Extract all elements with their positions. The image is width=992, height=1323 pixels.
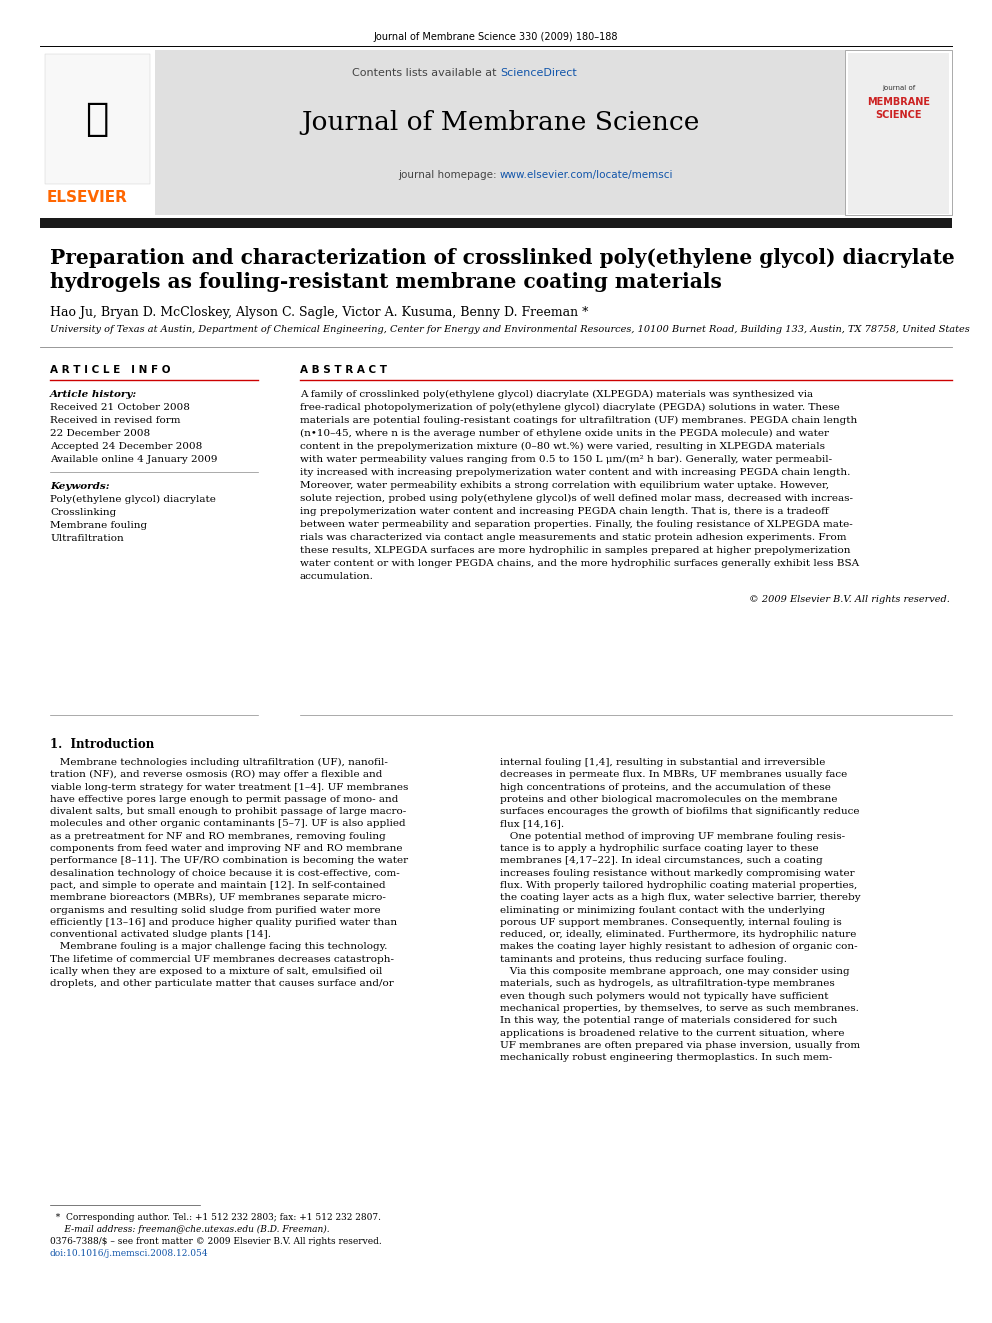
Text: Received 21 October 2008: Received 21 October 2008 xyxy=(50,404,189,411)
Text: UF membranes are often prepared via phase inversion, usually from: UF membranes are often prepared via phas… xyxy=(500,1041,860,1050)
Text: organisms and resulting solid sludge from purified water more: organisms and resulting solid sludge fro… xyxy=(50,906,381,914)
Text: Membrane fouling: Membrane fouling xyxy=(50,521,147,531)
Text: droplets, and other particulate matter that causes surface and/or: droplets, and other particulate matter t… xyxy=(50,979,394,988)
Text: Preparation and characterization of crosslinked poly(ethylene glycol) diacrylate: Preparation and characterization of cros… xyxy=(50,247,954,269)
Text: increases fouling resistance without markedly compromising water: increases fouling resistance without mar… xyxy=(500,869,855,877)
Bar xyxy=(848,53,949,214)
Text: One potential method of improving UF membrane fouling resis-: One potential method of improving UF mem… xyxy=(500,832,845,841)
Text: mechanically robust engineering thermoplastics. In such mem-: mechanically robust engineering thermopl… xyxy=(500,1053,832,1062)
Bar xyxy=(40,50,155,216)
Text: *  Corresponding author. Tel.: +1 512 232 2803; fax: +1 512 232 2807.: * Corresponding author. Tel.: +1 512 232… xyxy=(50,1213,381,1222)
Text: 0376-7388/$ – see front matter © 2009 Elsevier B.V. All rights reserved.: 0376-7388/$ – see front matter © 2009 El… xyxy=(50,1237,382,1246)
Text: taminants and proteins, thus reducing surface fouling.: taminants and proteins, thus reducing su… xyxy=(500,955,787,963)
Text: materials, such as hydrogels, as ultrafiltration-type membranes: materials, such as hydrogels, as ultrafi… xyxy=(500,979,834,988)
Text: molecules and other organic contaminants [5–7]. UF is also applied: molecules and other organic contaminants… xyxy=(50,819,406,828)
Text: www.elsevier.com/locate/memsci: www.elsevier.com/locate/memsci xyxy=(500,169,674,180)
Text: reduced, or, ideally, eliminated. Furthermore, its hydrophilic nature: reduced, or, ideally, eliminated. Furthe… xyxy=(500,930,856,939)
Text: hydrogels as fouling-resistant membrane coating materials: hydrogels as fouling-resistant membrane … xyxy=(50,273,722,292)
Text: doi:10.1016/j.memsci.2008.12.054: doi:10.1016/j.memsci.2008.12.054 xyxy=(50,1249,208,1258)
Text: 🌲: 🌲 xyxy=(85,101,109,138)
Text: 1.  Introduction: 1. Introduction xyxy=(50,738,154,751)
Text: viable long-term strategy for water treatment [1–4]. UF membranes: viable long-term strategy for water trea… xyxy=(50,783,409,791)
Text: makes the coating layer highly resistant to adhesion of organic con-: makes the coating layer highly resistant… xyxy=(500,942,858,951)
Text: ELSEVIER: ELSEVIER xyxy=(47,191,128,205)
Text: © 2009 Elsevier B.V. All rights reserved.: © 2009 Elsevier B.V. All rights reserved… xyxy=(749,595,950,605)
Text: Received in revised form: Received in revised form xyxy=(50,415,181,425)
Text: porous UF support membranes. Consequently, internal fouling is: porous UF support membranes. Consequentl… xyxy=(500,918,842,927)
Bar xyxy=(45,54,150,184)
Text: ically when they are exposed to a mixture of salt, emulsified oil: ically when they are exposed to a mixtur… xyxy=(50,967,382,976)
Text: even though such polymers would not typically have sufficient: even though such polymers would not typi… xyxy=(500,992,828,1000)
Text: University of Texas at Austin, Department of Chemical Engineering, Center for En: University of Texas at Austin, Departmen… xyxy=(50,325,970,333)
Text: these results, XLPEGDA surfaces are more hydrophilic in samples prepared at high: these results, XLPEGDA surfaces are more… xyxy=(300,546,850,556)
Text: Available online 4 January 2009: Available online 4 January 2009 xyxy=(50,455,217,464)
Text: efficiently [13–16] and produce higher quality purified water than: efficiently [13–16] and produce higher q… xyxy=(50,918,397,927)
Text: E-mail address: freeman@che.utexas.edu (B.D. Freeman).: E-mail address: freeman@che.utexas.edu (… xyxy=(50,1225,329,1234)
Text: Journal of Membrane Science 330 (2009) 180–188: Journal of Membrane Science 330 (2009) 1… xyxy=(374,32,618,42)
Text: internal fouling [1,4], resulting in substantial and irreversible: internal fouling [1,4], resulting in sub… xyxy=(500,758,825,767)
Text: surfaces encourages the growth of biofilms that significantly reduce: surfaces encourages the growth of biofil… xyxy=(500,807,859,816)
Text: proteins and other biological macromolecules on the membrane: proteins and other biological macromolec… xyxy=(500,795,837,804)
Text: A family of crosslinked poly(ethylene glycol) diacrylate (XLPEGDA) materials was: A family of crosslinked poly(ethylene gl… xyxy=(300,390,813,400)
Text: Via this composite membrane approach, one may consider using: Via this composite membrane approach, on… xyxy=(500,967,849,976)
Text: with water permeability values ranging from 0.5 to 150 L μm/(m² h bar). Generall: with water permeability values ranging f… xyxy=(300,455,832,464)
Text: between water permeability and separation properties. Finally, the fouling resis: between water permeability and separatio… xyxy=(300,520,853,529)
Text: components from feed water and improving NF and RO membrane: components from feed water and improving… xyxy=(50,844,403,853)
Text: ing prepolymerization water content and increasing PEGDA chain length. That is, : ing prepolymerization water content and … xyxy=(300,507,828,516)
Text: flux. With properly tailored hydrophilic coating material properties,: flux. With properly tailored hydrophilic… xyxy=(500,881,857,890)
Text: (n•10–45, where n is the average number of ethylene oxide units in the PEGDA mol: (n•10–45, where n is the average number … xyxy=(300,429,829,438)
Text: tration (NF), and reverse osmosis (RO) may offer a flexible and: tration (NF), and reverse osmosis (RO) m… xyxy=(50,770,382,779)
Text: materials are potential fouling-resistant coatings for ultrafiltration (UF) memb: materials are potential fouling-resistan… xyxy=(300,415,857,425)
Text: solute rejection, probed using poly(ethylene glycol)s of well defined molar mass: solute rejection, probed using poly(ethy… xyxy=(300,493,853,503)
Text: Journal of Membrane Science: Journal of Membrane Science xyxy=(301,110,699,135)
Text: desalination technology of choice because it is cost-effective, com-: desalination technology of choice becaus… xyxy=(50,869,400,877)
Text: Contents lists available at: Contents lists available at xyxy=(352,67,500,78)
Text: conventional activated sludge plants [14].: conventional activated sludge plants [14… xyxy=(50,930,271,939)
Text: journal homepage:: journal homepage: xyxy=(398,169,500,180)
Text: membranes [4,17–22]. In ideal circumstances, such a coating: membranes [4,17–22]. In ideal circumstan… xyxy=(500,856,822,865)
Text: The lifetime of commercial UF membranes decreases catastroph-: The lifetime of commercial UF membranes … xyxy=(50,955,394,963)
Text: decreases in permeate flux. In MBRs, UF membranes usually face: decreases in permeate flux. In MBRs, UF … xyxy=(500,770,847,779)
Text: performance [8–11]. The UF/RO combination is becoming the water: performance [8–11]. The UF/RO combinatio… xyxy=(50,856,408,865)
Text: Article history:: Article history: xyxy=(50,390,137,400)
Text: Poly(ethylene glycol) diacrylate: Poly(ethylene glycol) diacrylate xyxy=(50,495,216,504)
Text: high concentrations of proteins, and the accumulation of these: high concentrations of proteins, and the… xyxy=(500,783,831,791)
Text: ity increased with increasing prepolymerization water content and with increasin: ity increased with increasing prepolymer… xyxy=(300,468,850,478)
Text: Moreover, water permeability exhibits a strong correlation with equilibrium wate: Moreover, water permeability exhibits a … xyxy=(300,482,829,490)
Bar xyxy=(155,50,845,216)
Text: Crosslinking: Crosslinking xyxy=(50,508,116,517)
Text: Membrane fouling is a major challenge facing this technology.: Membrane fouling is a major challenge fa… xyxy=(50,942,387,951)
Text: flux [14,16].: flux [14,16]. xyxy=(500,819,564,828)
Bar xyxy=(845,50,952,216)
Text: Keywords:: Keywords: xyxy=(50,482,110,491)
Text: tance is to apply a hydrophilic surface coating layer to these: tance is to apply a hydrophilic surface … xyxy=(500,844,818,853)
Text: Membrane technologies including ultrafiltration (UF), nanofil-: Membrane technologies including ultrafil… xyxy=(50,758,388,767)
Text: Hao Ju, Bryan D. McCloskey, Alyson C. Sagle, Victor A. Kusuma, Benny D. Freeman : Hao Ju, Bryan D. McCloskey, Alyson C. Sa… xyxy=(50,306,588,319)
Text: divalent salts, but small enough to prohibit passage of large macro-: divalent salts, but small enough to proh… xyxy=(50,807,407,816)
Text: water content or with longer PEGDA chains, and the more hydrophilic surfaces gen: water content or with longer PEGDA chain… xyxy=(300,560,859,568)
Text: membrane bioreactors (MBRs), UF membranes separate micro-: membrane bioreactors (MBRs), UF membrane… xyxy=(50,893,386,902)
Text: Accepted 24 December 2008: Accepted 24 December 2008 xyxy=(50,442,202,451)
Text: mechanical properties, by themselves, to serve as such membranes.: mechanical properties, by themselves, to… xyxy=(500,1004,859,1013)
Text: content in the prepolymerization mixture (0–80 wt.%) were varied, resulting in X: content in the prepolymerization mixture… xyxy=(300,442,825,451)
Text: applications is broadened relative to the current situation, where: applications is broadened relative to th… xyxy=(500,1028,844,1037)
Text: have effective pores large enough to permit passage of mono- and: have effective pores large enough to per… xyxy=(50,795,399,804)
Text: 22 December 2008: 22 December 2008 xyxy=(50,429,150,438)
Text: eliminating or minimizing foulant contact with the underlying: eliminating or minimizing foulant contac… xyxy=(500,906,825,914)
Text: the coating layer acts as a high flux, water selective barrier, thereby: the coating layer acts as a high flux, w… xyxy=(500,893,861,902)
Text: In this way, the potential range of materials considered for such: In this way, the potential range of mate… xyxy=(500,1016,837,1025)
Text: Ultrafiltration: Ultrafiltration xyxy=(50,534,124,542)
Text: pact, and simple to operate and maintain [12]. In self-contained: pact, and simple to operate and maintain… xyxy=(50,881,386,890)
Text: ScienceDirect: ScienceDirect xyxy=(500,67,576,78)
Bar xyxy=(40,218,952,228)
Text: free-radical photopolymerization of poly(ethylene glycol) diacrylate (PEGDA) sol: free-radical photopolymerization of poly… xyxy=(300,404,840,413)
Text: A R T I C L E   I N F O: A R T I C L E I N F O xyxy=(50,365,171,374)
Text: as a pretreatment for NF and RO membranes, removing fouling: as a pretreatment for NF and RO membrane… xyxy=(50,832,386,841)
Text: rials was characterized via contact angle measurements and static protein adhesi: rials was characterized via contact angl… xyxy=(300,533,846,542)
Text: A B S T R A C T: A B S T R A C T xyxy=(300,365,387,374)
Text: accumulation.: accumulation. xyxy=(300,572,374,581)
Text: MEMBRANE: MEMBRANE xyxy=(867,97,930,107)
Text: SCIENCE: SCIENCE xyxy=(876,110,923,120)
Text: journal of: journal of xyxy=(882,85,916,91)
